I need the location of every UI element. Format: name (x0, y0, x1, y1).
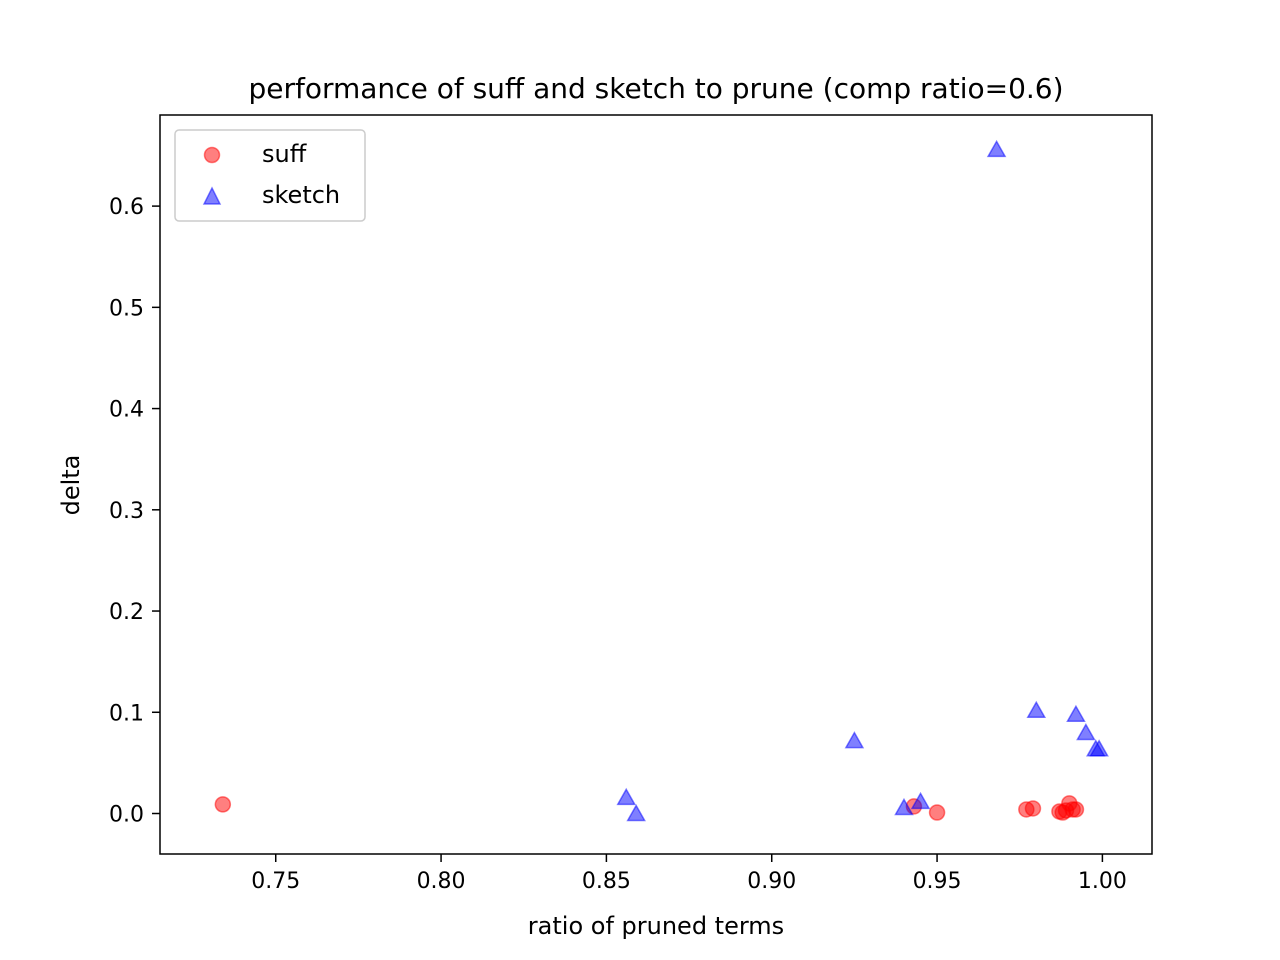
legend: suff sketch (174, 129, 366, 222)
legend-sketch-label: sketch (262, 181, 340, 209)
sketch-point (986, 139, 1007, 158)
x-tick-label: 0.75 (251, 869, 300, 894)
legend-box (174, 129, 366, 222)
y-tick-label: 0.1 (109, 701, 144, 726)
x-tick-label: 0.95 (913, 869, 962, 894)
y-tick-label: 0.5 (109, 296, 144, 321)
x-axis: 0.75 0.80 0.85 0.90 0.95 1.00 (251, 854, 1127, 894)
sketch-point (910, 791, 931, 810)
suff-point (1067, 801, 1085, 818)
sketch-point (844, 731, 865, 749)
x-tick-label: 1.00 (1078, 869, 1127, 894)
y-tick-label: 0.4 (109, 398, 144, 423)
x-tick-label: 0.80 (417, 869, 466, 894)
y-tick-label: 0.3 (109, 499, 144, 524)
x-tick-label: 0.85 (582, 869, 631, 894)
y-axis-label: delta (57, 455, 85, 516)
sketch-point (1026, 700, 1047, 719)
sketch-point (1066, 704, 1086, 723)
legend-suff-label: suff (262, 140, 307, 168)
x-axis-label: ratio of pruned terms (528, 912, 784, 940)
sketch-point (1089, 739, 1109, 757)
plot-area (214, 139, 1109, 822)
sketch-point (626, 803, 646, 822)
chart-title: performance of suff and sketch to prune … (248, 72, 1063, 105)
suff-point (1024, 800, 1042, 817)
x-tick-label: 0.90 (747, 869, 796, 894)
y-tick-label: 0.6 (109, 195, 144, 220)
sketch-point (1076, 723, 1096, 741)
suff-point (214, 796, 232, 813)
y-tick-label: 0.2 (109, 600, 144, 625)
y-tick-label: 0.0 (109, 803, 144, 828)
sketch-point (894, 797, 914, 816)
suff-point (928, 804, 946, 821)
y-axis: 0.0 0.1 0.2 0.3 0.4 0.5 0.6 (109, 195, 160, 828)
sketch-point (616, 787, 637, 806)
legend-sketch-marker (202, 186, 222, 205)
axes-frame (159, 114, 1153, 855)
legend-suff-marker (203, 146, 221, 164)
